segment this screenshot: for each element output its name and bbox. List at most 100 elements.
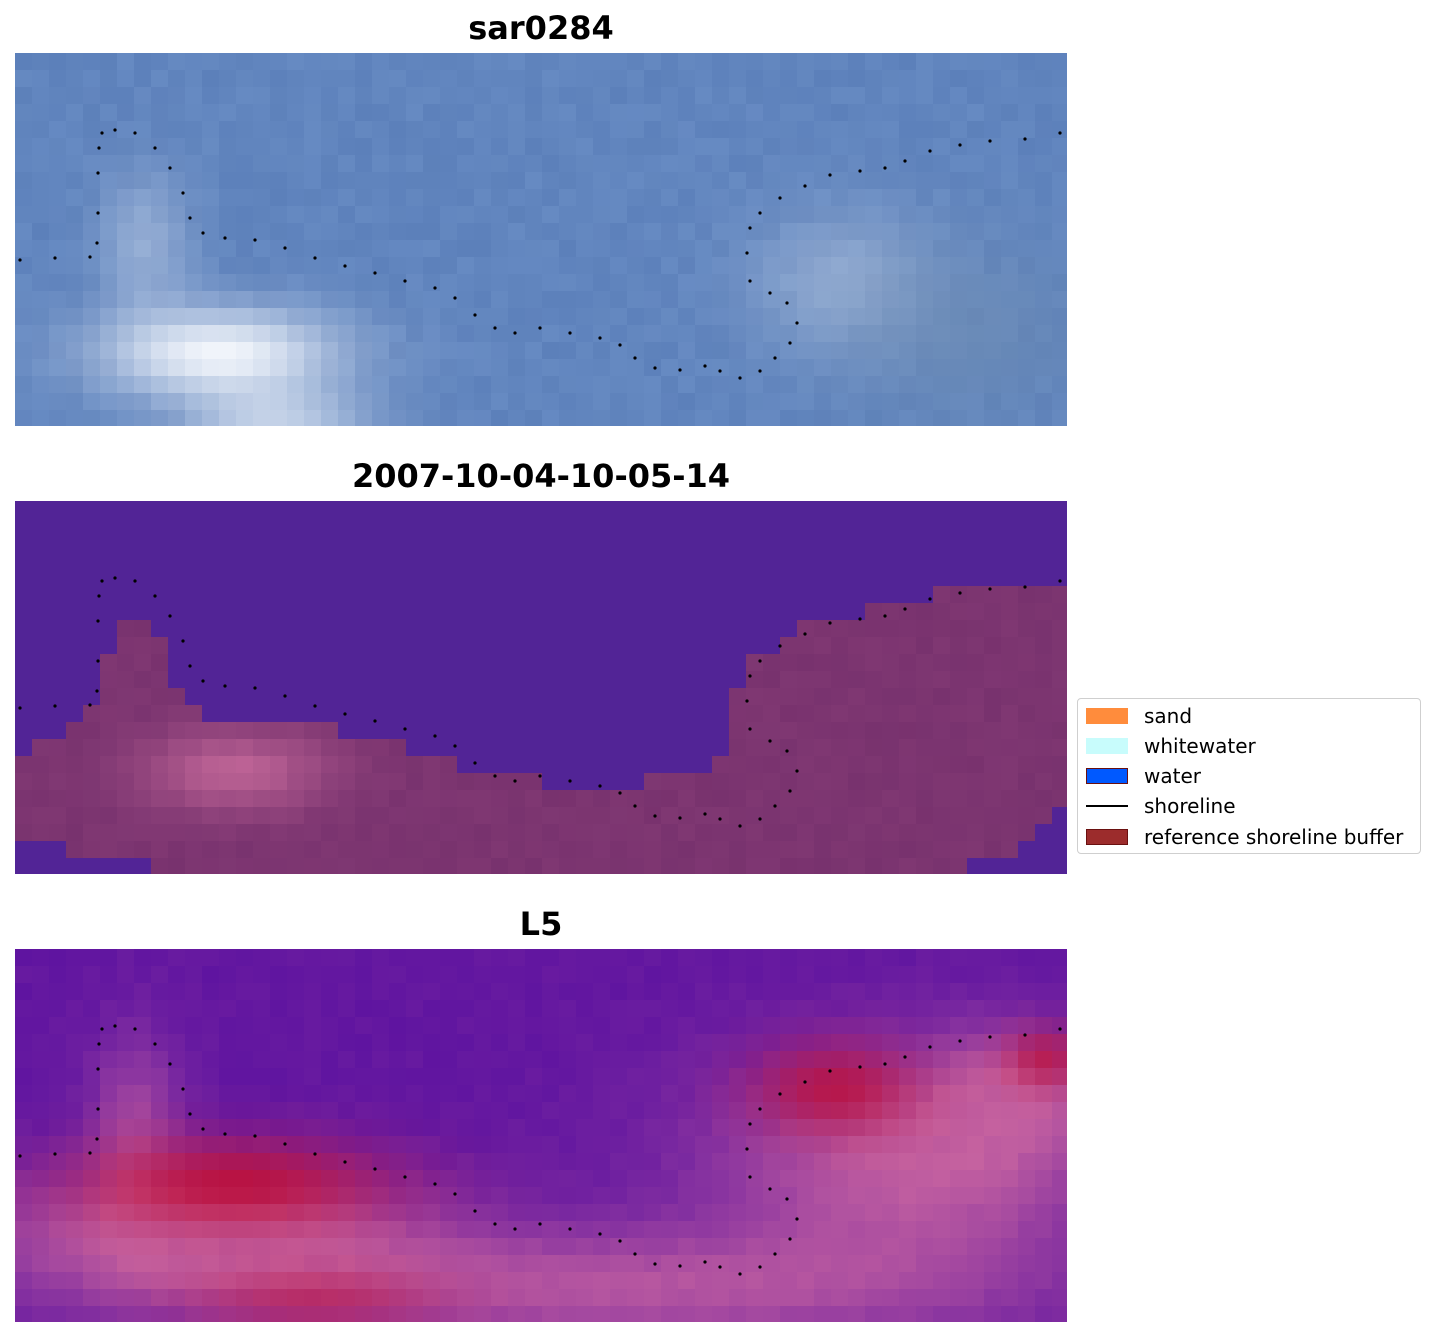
shoreline-dot bbox=[53, 256, 57, 260]
shoreline-dot bbox=[795, 769, 799, 773]
shoreline-dot bbox=[785, 301, 789, 305]
shoreline-dot bbox=[745, 699, 749, 703]
shoreline-dot bbox=[538, 1222, 542, 1226]
shoreline-dot bbox=[153, 594, 157, 598]
shoreline-dot bbox=[403, 727, 407, 731]
shoreline-dot bbox=[473, 761, 477, 765]
legend-item-whitewater: whitewater bbox=[1086, 734, 1256, 758]
shoreline-dot bbox=[568, 1227, 572, 1231]
shoreline-dot bbox=[403, 279, 407, 283]
whitewater-swatch bbox=[1086, 738, 1128, 754]
shoreline-dot bbox=[858, 1065, 862, 1069]
shoreline-dot bbox=[201, 679, 205, 683]
panel-title-index: L5 bbox=[519, 905, 563, 943]
shoreline-dot bbox=[748, 674, 752, 678]
shoreline-dot bbox=[153, 1042, 157, 1046]
pixel-grid bbox=[15, 501, 1067, 874]
shoreline-dot bbox=[433, 734, 437, 738]
shoreline-dot bbox=[181, 1087, 185, 1091]
reference-shoreline-dots bbox=[18, 1024, 1062, 1276]
shoreline-dot bbox=[1023, 137, 1027, 141]
shoreline-dot bbox=[513, 1227, 517, 1231]
shoreline-dot bbox=[133, 579, 137, 583]
shoreline-dot bbox=[133, 131, 137, 135]
shoreline-dot bbox=[201, 231, 205, 235]
shoreline-dot bbox=[168, 166, 172, 170]
shoreline-dot bbox=[95, 1137, 99, 1141]
shoreline-dot bbox=[473, 1209, 477, 1213]
shoreline-dot bbox=[201, 1127, 205, 1131]
shoreline-dot bbox=[513, 331, 517, 335]
shoreline-dot bbox=[538, 326, 542, 330]
shoreline-dot bbox=[95, 689, 99, 693]
shoreline-dot bbox=[253, 686, 257, 690]
shoreline-dot bbox=[343, 712, 347, 716]
shoreline-dot bbox=[748, 1122, 752, 1126]
shoreline-dot bbox=[493, 326, 497, 330]
shoreline-dot bbox=[768, 739, 772, 743]
shoreline-dot bbox=[678, 1264, 682, 1268]
shoreline-line-swatch bbox=[1086, 805, 1128, 807]
shoreline-dot bbox=[633, 1252, 637, 1256]
pixel-grid bbox=[15, 53, 1067, 426]
legend-label-sand: sand bbox=[1144, 704, 1193, 728]
shoreline-dot bbox=[88, 255, 92, 259]
shoreline-dot bbox=[988, 1035, 992, 1039]
shoreline-dot bbox=[1023, 1033, 1027, 1037]
shoreline-dot bbox=[283, 1142, 287, 1146]
shoreline-dot bbox=[778, 644, 782, 648]
shoreline-dot bbox=[113, 576, 117, 580]
sand-swatch bbox=[1086, 708, 1128, 724]
shoreline-dot bbox=[97, 1042, 101, 1046]
shoreline-dot bbox=[100, 131, 104, 135]
shoreline-dot bbox=[748, 727, 752, 731]
shoreline-dot bbox=[758, 817, 762, 821]
shoreline-dot bbox=[18, 258, 22, 262]
legend-item-reference-shoreline-buffer: reference shoreline buffer bbox=[1086, 825, 1403, 849]
image-raster bbox=[15, 949, 1067, 1322]
shoreline-dot bbox=[718, 369, 722, 373]
index-image-panel bbox=[15, 949, 1067, 1322]
shoreline-dot bbox=[373, 1167, 377, 1171]
shoreline-dot bbox=[903, 1055, 907, 1059]
shoreline-dot bbox=[718, 1265, 722, 1269]
shoreline-dot bbox=[738, 1272, 742, 1276]
shoreline-dot bbox=[773, 804, 777, 808]
shoreline-dot bbox=[223, 236, 227, 240]
shoreline-dot bbox=[373, 719, 377, 723]
shoreline-dot bbox=[97, 146, 101, 150]
shoreline-dot bbox=[373, 271, 377, 275]
panel-title-rgb: sar0284 bbox=[468, 9, 614, 47]
shoreline-dot bbox=[748, 1175, 752, 1179]
image-raster bbox=[15, 501, 1067, 874]
shoreline-dot bbox=[153, 146, 157, 150]
shoreline-dot bbox=[678, 368, 682, 372]
shoreline-dot bbox=[988, 587, 992, 591]
shoreline-dot bbox=[53, 1152, 57, 1156]
shoreline-dot bbox=[928, 149, 932, 153]
shoreline-dot bbox=[97, 594, 101, 598]
shoreline-dot bbox=[678, 816, 682, 820]
shoreline-dot bbox=[738, 824, 742, 828]
shoreline-dot bbox=[181, 639, 185, 643]
water-swatch bbox=[1086, 768, 1128, 784]
shoreline-dot bbox=[188, 216, 192, 220]
shoreline-dot bbox=[795, 321, 799, 325]
shoreline-dot bbox=[788, 789, 792, 793]
shoreline-dot bbox=[785, 749, 789, 753]
shoreline-dot bbox=[758, 1107, 762, 1111]
shoreline-dot bbox=[343, 1160, 347, 1164]
shoreline-dot bbox=[903, 607, 907, 611]
shoreline-dot bbox=[253, 1134, 257, 1138]
shoreline-dot bbox=[883, 614, 887, 618]
shoreline-dot bbox=[133, 1027, 137, 1031]
shoreline-dot bbox=[53, 704, 57, 708]
reference-shoreline-dots bbox=[18, 576, 1062, 828]
shoreline-dot bbox=[188, 664, 192, 668]
shoreline-dot bbox=[748, 226, 752, 230]
legend-label-water: water bbox=[1144, 764, 1201, 788]
shoreline-dot bbox=[788, 1237, 792, 1241]
shoreline-dot bbox=[223, 684, 227, 688]
shoreline-dot bbox=[493, 774, 497, 778]
shoreline-dot bbox=[903, 159, 907, 163]
